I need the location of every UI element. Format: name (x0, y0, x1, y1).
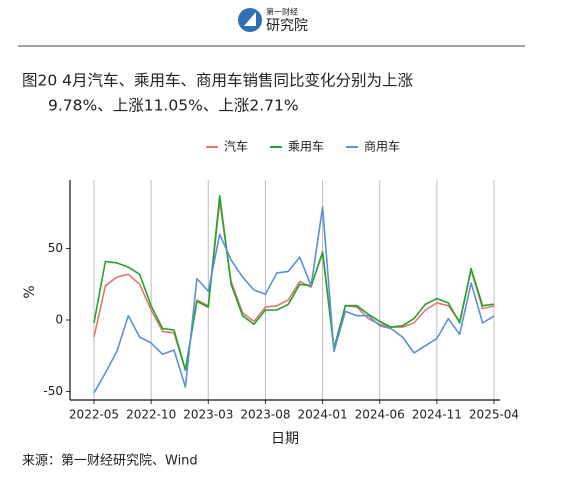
logo-icon-mark (244, 12, 256, 26)
chart-title: 图20 4月汽车、乘用车、商用车销售同比变化分别为上涨 (22, 72, 414, 90)
x-axis-label: 日期 (271, 431, 299, 447)
y-axis-label: % (22, 285, 38, 298)
source: 来源：第一财经研究院、Wind (22, 454, 198, 469)
legend-label: 汽车 (224, 139, 248, 154)
x-tick-label: 2022-05 (69, 408, 119, 422)
x-tick-label: 2023-08 (240, 408, 290, 422)
y-tick-label: 50 (48, 241, 63, 255)
series-line (93, 200, 495, 371)
x-tick-label: 2023-03 (183, 408, 233, 422)
legend-label: 乘用车 (288, 139, 324, 154)
x-tick-label: 2024-06 (355, 408, 405, 422)
series-line (93, 206, 495, 394)
x-tick-label: 2022-10 (126, 408, 176, 422)
logo: 第一财经 研究院 (238, 7, 308, 34)
y-tick-label: -50 (43, 384, 63, 398)
chart-subtitle: 9.78%、上涨11.05%、上涨2.71% (48, 97, 299, 115)
series-line (93, 194, 495, 371)
x-tick-label: 2024-11 (412, 408, 462, 422)
y-tick-label: 0 (55, 313, 63, 327)
logo-main: 研究院 (266, 18, 308, 34)
logo-top: 第一财经 (266, 7, 298, 17)
x-tick-label: 2025-04 (469, 408, 519, 422)
x-tick-label: 2024-01 (298, 408, 348, 422)
legend-label: 商用车 (364, 139, 400, 154)
